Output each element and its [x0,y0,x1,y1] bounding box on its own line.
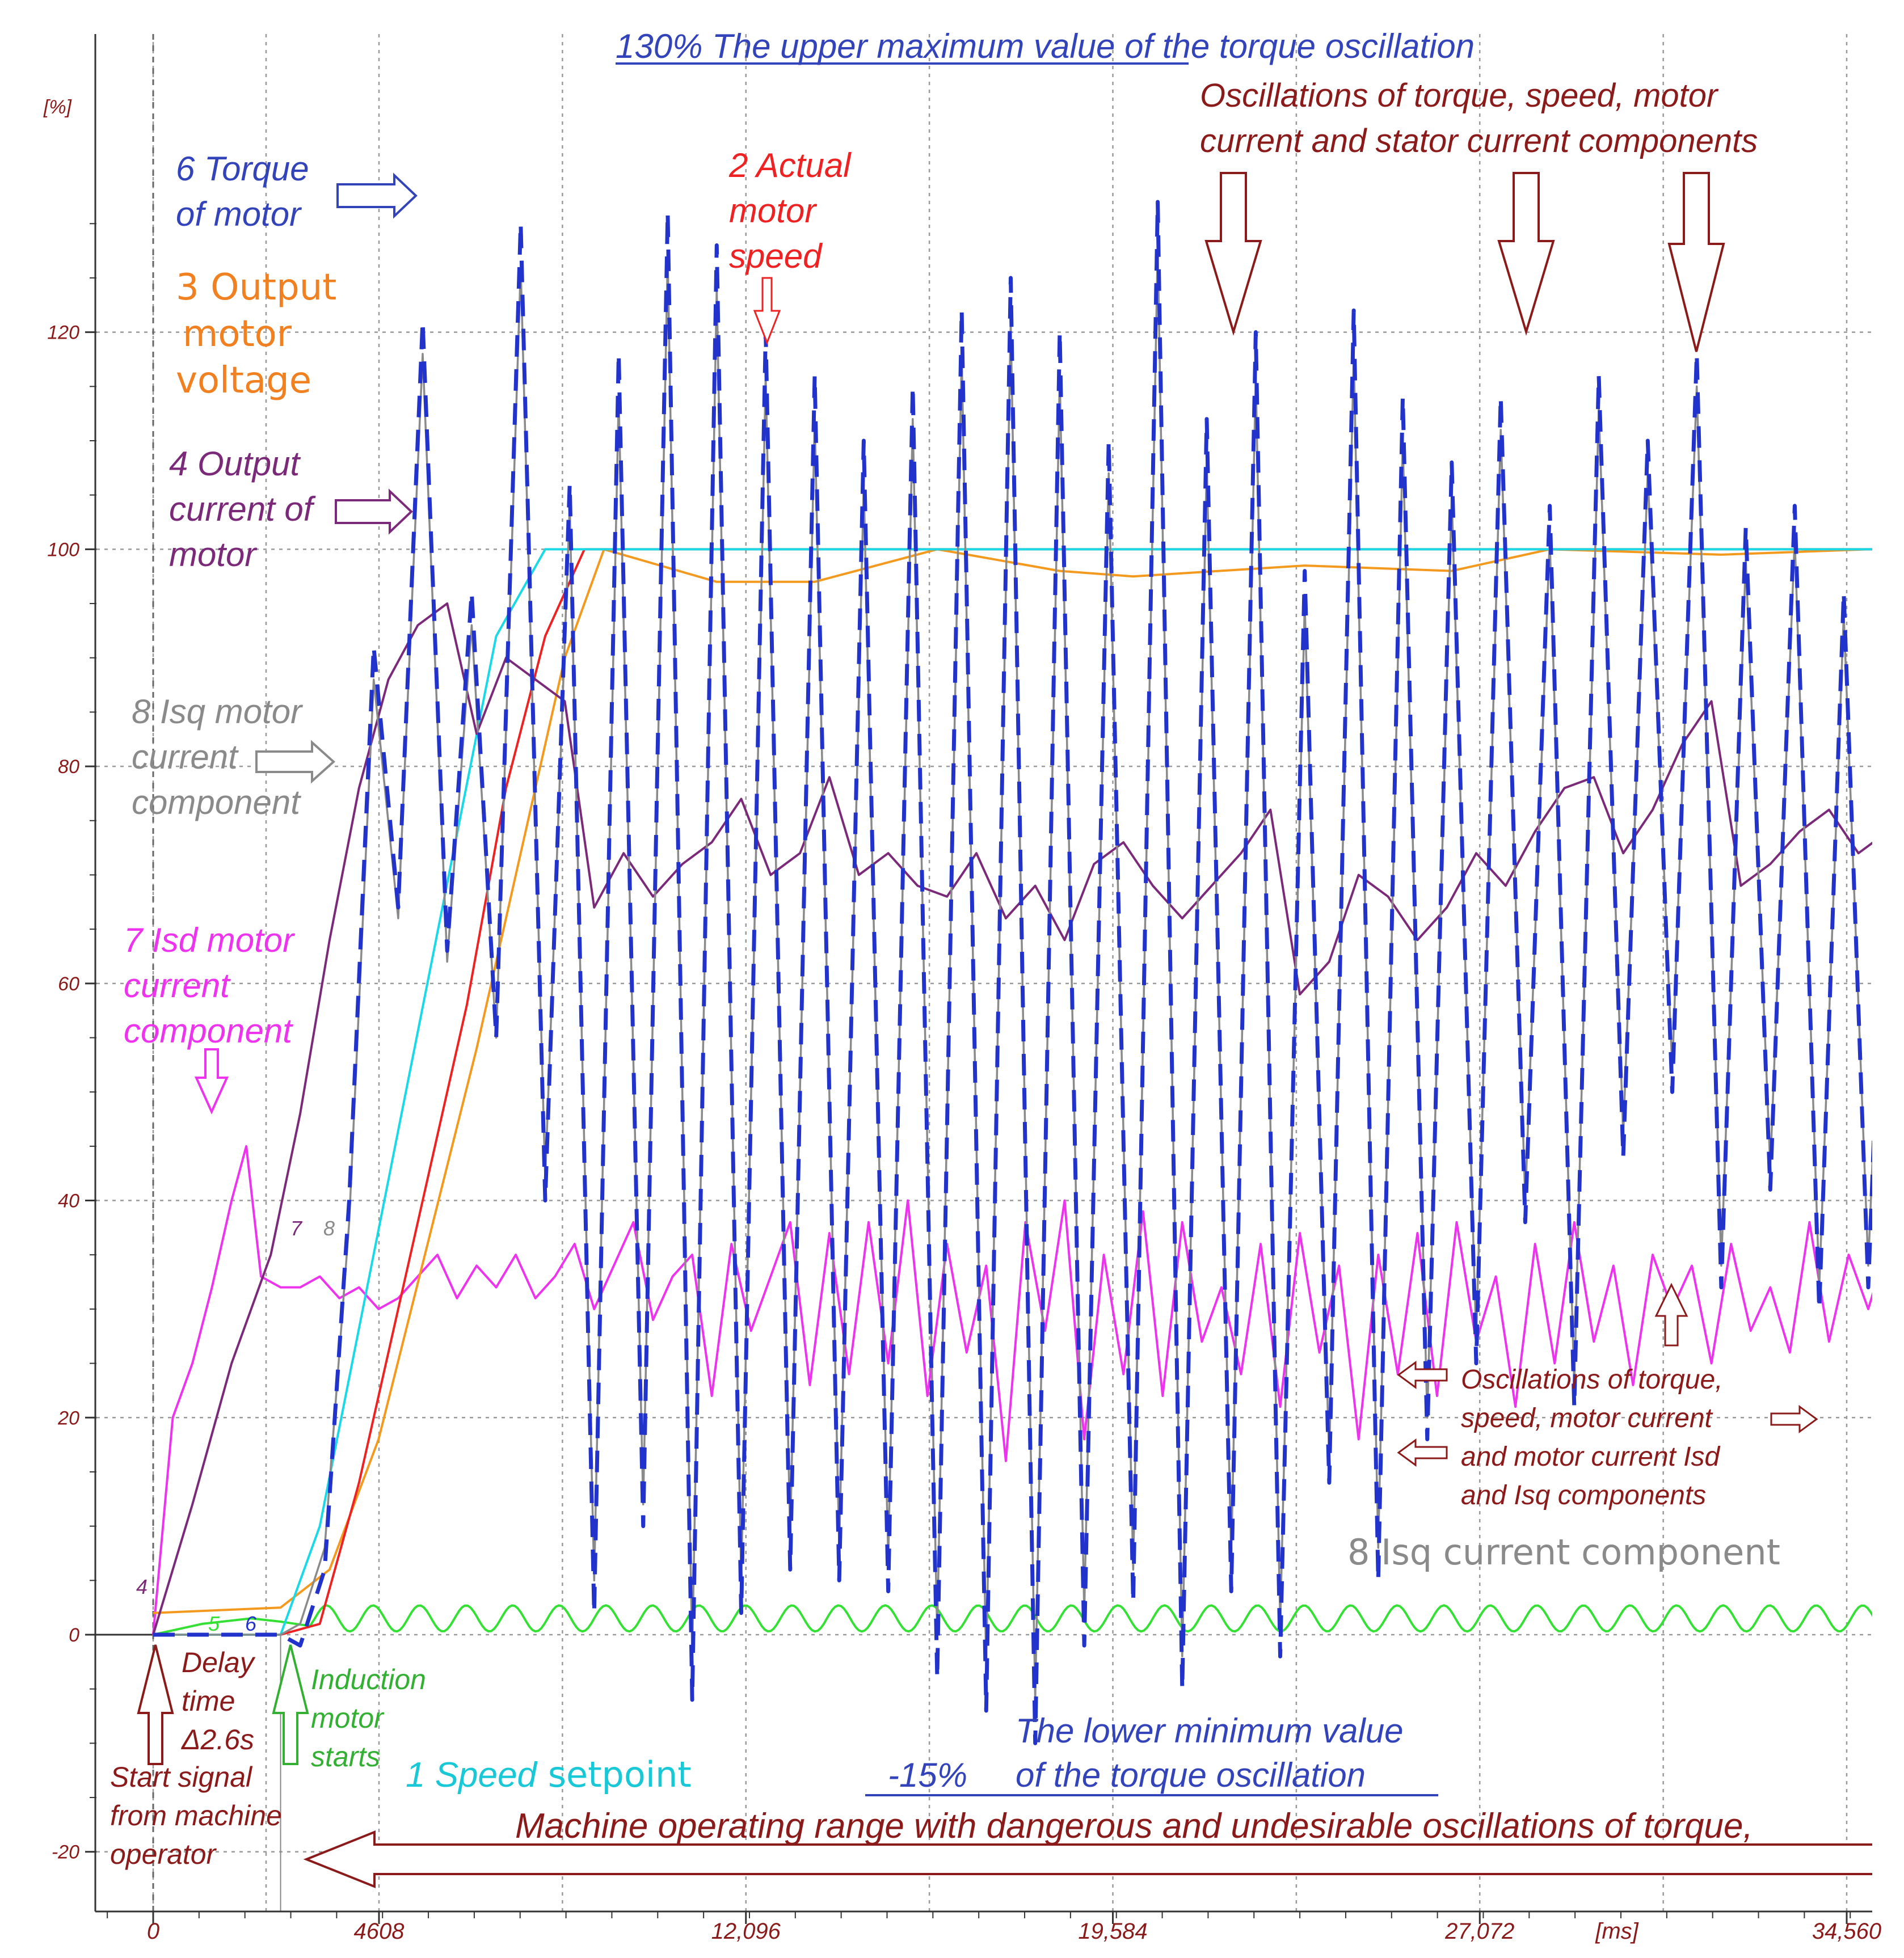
y-axis-minor-ticks [90,223,96,1852]
down-arrow-1 [1204,172,1262,336]
y-tick-label: 120 [47,322,79,344]
osc-up-arrow [1654,1282,1688,1347]
x-tick-labels: 0 4608 12,096 19,584 27,072 34,560 [147,1919,1881,1944]
speed-label-2: motor [729,192,817,230]
osc-right-line1: Oscillations of torque, [1461,1365,1723,1395]
y-axis-label: [%] [43,96,73,118]
induction-label-2: motor [311,1702,385,1734]
series-line-5 [153,1604,1872,1636]
x-axis-label: [ms] [1595,1919,1638,1944]
series-line-6 [153,200,1872,1745]
x-tick-label: 4608 [354,1919,405,1944]
isd-label-2: current [124,967,231,1005]
speed-label-3: speed [729,237,823,275]
setpoint-label: 1 Speed setpoint [406,1754,692,1795]
y-tick-label: 20 [57,1407,79,1429]
series-marker-4: 4 [136,1575,148,1598]
isd-label-1: 7 Isd motor [124,921,295,959]
delay-label-2: time [182,1685,235,1717]
series-marker-8: 8 [323,1217,335,1240]
isq-component-label: 8 Isq current component [1347,1531,1780,1573]
setpoint-label-a: 1 Speed [406,1756,538,1795]
isq-label-1: 8 Isq motor [132,693,303,731]
isd-label-3: component [124,1012,293,1050]
series-marker-7: 7 [290,1217,303,1240]
osc-right-line4: and Isq components [1461,1480,1706,1510]
y-tick-label: 80 [58,756,79,778]
induction-label-1: Induction [311,1664,426,1695]
osc-right-arrow-left-1 [1397,1361,1448,1389]
lower-min-pct: -15% [888,1756,967,1794]
speed-arrow [753,277,781,345]
series-line-3 [153,548,1872,1614]
x-axis-minor-ticks [107,1911,1851,1918]
x-tick-label: 0 [147,1919,159,1944]
isq-label-3: component [132,783,301,821]
x-tick-label: 27,072 [1444,1919,1514,1944]
start-label-1: Start signal [110,1761,253,1793]
down-arrow-2 [1497,172,1555,336]
series-markers: 4 5 6 7 8 [136,1217,335,1635]
delay-label-3: Δ2.6s [181,1724,254,1756]
current-arrow [335,488,413,535]
osc-top-line2: current and stator current components [1200,123,1758,159]
osc-right-arrow-left-2 [1397,1438,1448,1467]
isd-arrow [194,1048,229,1115]
upper-max-label-b: of the torque oscillation [1115,27,1475,65]
down-arrow-3 [1667,172,1725,352]
series-line-7 [152,1145,1872,1635]
y-tick-label: -20 [52,1842,79,1863]
y-tick-label: 100 [47,539,79,560]
delay-label-1: Delay [182,1647,256,1678]
series-marker-6: 6 [245,1612,257,1635]
operating-range-arrow [303,1830,1872,1888]
x-tick-label: 34,560 [1812,1919,1881,1944]
torque-label-1: 6 Torque [176,150,309,188]
y-tick-label: 40 [58,1191,79,1212]
osc-right-line2: speed, motor current [1461,1403,1713,1433]
operating-range-label: Machine operating range with dangerous a… [515,1807,1753,1846]
series-line-4 [152,602,1872,1635]
y-tick-labels: 120 100 80 60 40 20 0 -20 [47,322,79,1863]
torque-arrow [336,172,418,219]
lower-min-line2: of the torque oscillation [1016,1756,1366,1794]
torque-label-2: of motor [176,195,302,233]
current-label-3: motor [169,535,257,573]
upper-max-label-a: 130% The upper maximum value [616,27,1115,65]
speed-label-1: 2 Actual [728,146,852,184]
lower-min-line1: The lower minimum value [1016,1712,1404,1750]
voltage-label-1: 3 Output [176,267,336,309]
voltage-label-3: voltage [176,360,311,402]
series-lines [152,200,1872,1745]
induction-label-3: starts [311,1741,380,1773]
y-tick-label: 0 [69,1624,79,1646]
start-label-3: operator [110,1838,217,1870]
voltage-label-2: motor [183,313,292,355]
induction-arrow [272,1644,309,1765]
annotations: 130% The upper maximum value of the torq… [110,27,1872,1888]
setpoint-label-b: setpoint [537,1754,692,1795]
current-label-1: 4 Output [169,445,301,483]
osc-top-line1: Oscillations of torque, speed, motor [1200,77,1719,114]
isq-label-2: current [132,738,239,776]
current-label-2: current of [169,490,316,528]
start-arrow [137,1644,174,1765]
x-tick-label: 12,096 [711,1919,781,1944]
grid [85,34,1872,1924]
upper-max-label: 130% The upper maximum value of the torq… [616,27,1475,65]
osc-right-line3: and motor current Isd [1461,1442,1721,1472]
x-tick-label: 19,584 [1078,1919,1147,1944]
osc-right-arrow-right [1770,1405,1818,1433]
start-label-2: from machine [110,1800,282,1832]
isq-arrow [255,740,335,784]
series-marker-5: 5 [208,1612,220,1635]
y-tick-label: 60 [58,973,79,995]
